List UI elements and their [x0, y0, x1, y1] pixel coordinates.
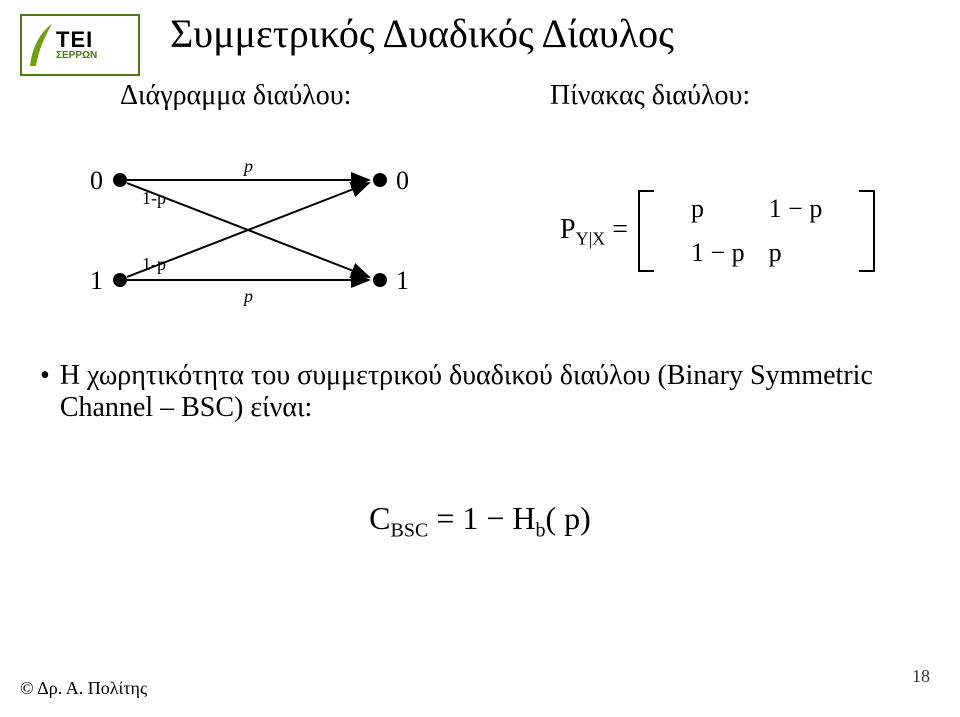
formula-C-sub: BSC — [391, 519, 429, 541]
matrix-cell-10: 1 − p — [690, 234, 746, 272]
svg-text:0: 0 — [90, 166, 103, 195]
copyright-footer: © Δρ. Α. Πολίτης — [20, 678, 147, 699]
svg-text:p: p — [242, 156, 253, 176]
bullet-dot: • — [40, 360, 50, 424]
bsc-channel-diagram: 0 1 0 1 p p 1-p 1-p — [40, 140, 460, 320]
transition-matrix: PY|X = p 1 − p 1 − p p — [560, 180, 875, 283]
svg-text:1: 1 — [90, 266, 103, 295]
matrix-lhs-sub: Y|X — [576, 228, 606, 248]
svg-text:1-p: 1-p — [142, 254, 166, 274]
bracket-left-icon — [638, 190, 654, 272]
logo-swoosh-icon — [26, 20, 54, 70]
svg-text:0: 0 — [396, 166, 409, 195]
institution-logo: TEI ΣΕΡΡΩΝ — [20, 14, 140, 76]
page-number: 18 — [912, 666, 930, 687]
formula-tail: ( p) — [546, 500, 591, 536]
capacity-formula: CBSC = 1 − Hb( p) — [0, 500, 960, 542]
formula-H-sub: b — [536, 519, 546, 541]
svg-text:1: 1 — [396, 266, 409, 295]
subtitle-matrix: Πίνακας διαύλου: — [550, 80, 750, 112]
bracket-right-icon — [859, 190, 875, 272]
svg-text:p: p — [242, 286, 253, 306]
matrix-cell-01: 1 − p — [768, 190, 824, 228]
page-title: Συμμετρικός Δυαδικός Δίαυλος — [170, 10, 674, 57]
subtitle-diagram: Διάγραμμα διαύλου: — [120, 80, 351, 112]
logo-line2: ΣΕΡΡΩΝ — [56, 51, 97, 61]
matrix-cell-00: p — [690, 190, 746, 228]
formula-C: C — [369, 500, 390, 536]
matrix-eq: = — [612, 214, 628, 245]
formula-eq: = 1 − H — [428, 500, 535, 536]
matrix-cell-11: p — [768, 234, 824, 272]
bullet-text: Η χωρητικότητα του συμμετρικού δυαδικού … — [60, 360, 920, 424]
svg-text:1-p: 1-p — [142, 188, 166, 208]
logo-line1: TEI — [56, 29, 97, 51]
matrix-lhs: P — [560, 214, 576, 245]
capacity-statement: • Η χωρητικότητα του συμμετρικού δυαδικο… — [40, 360, 920, 424]
